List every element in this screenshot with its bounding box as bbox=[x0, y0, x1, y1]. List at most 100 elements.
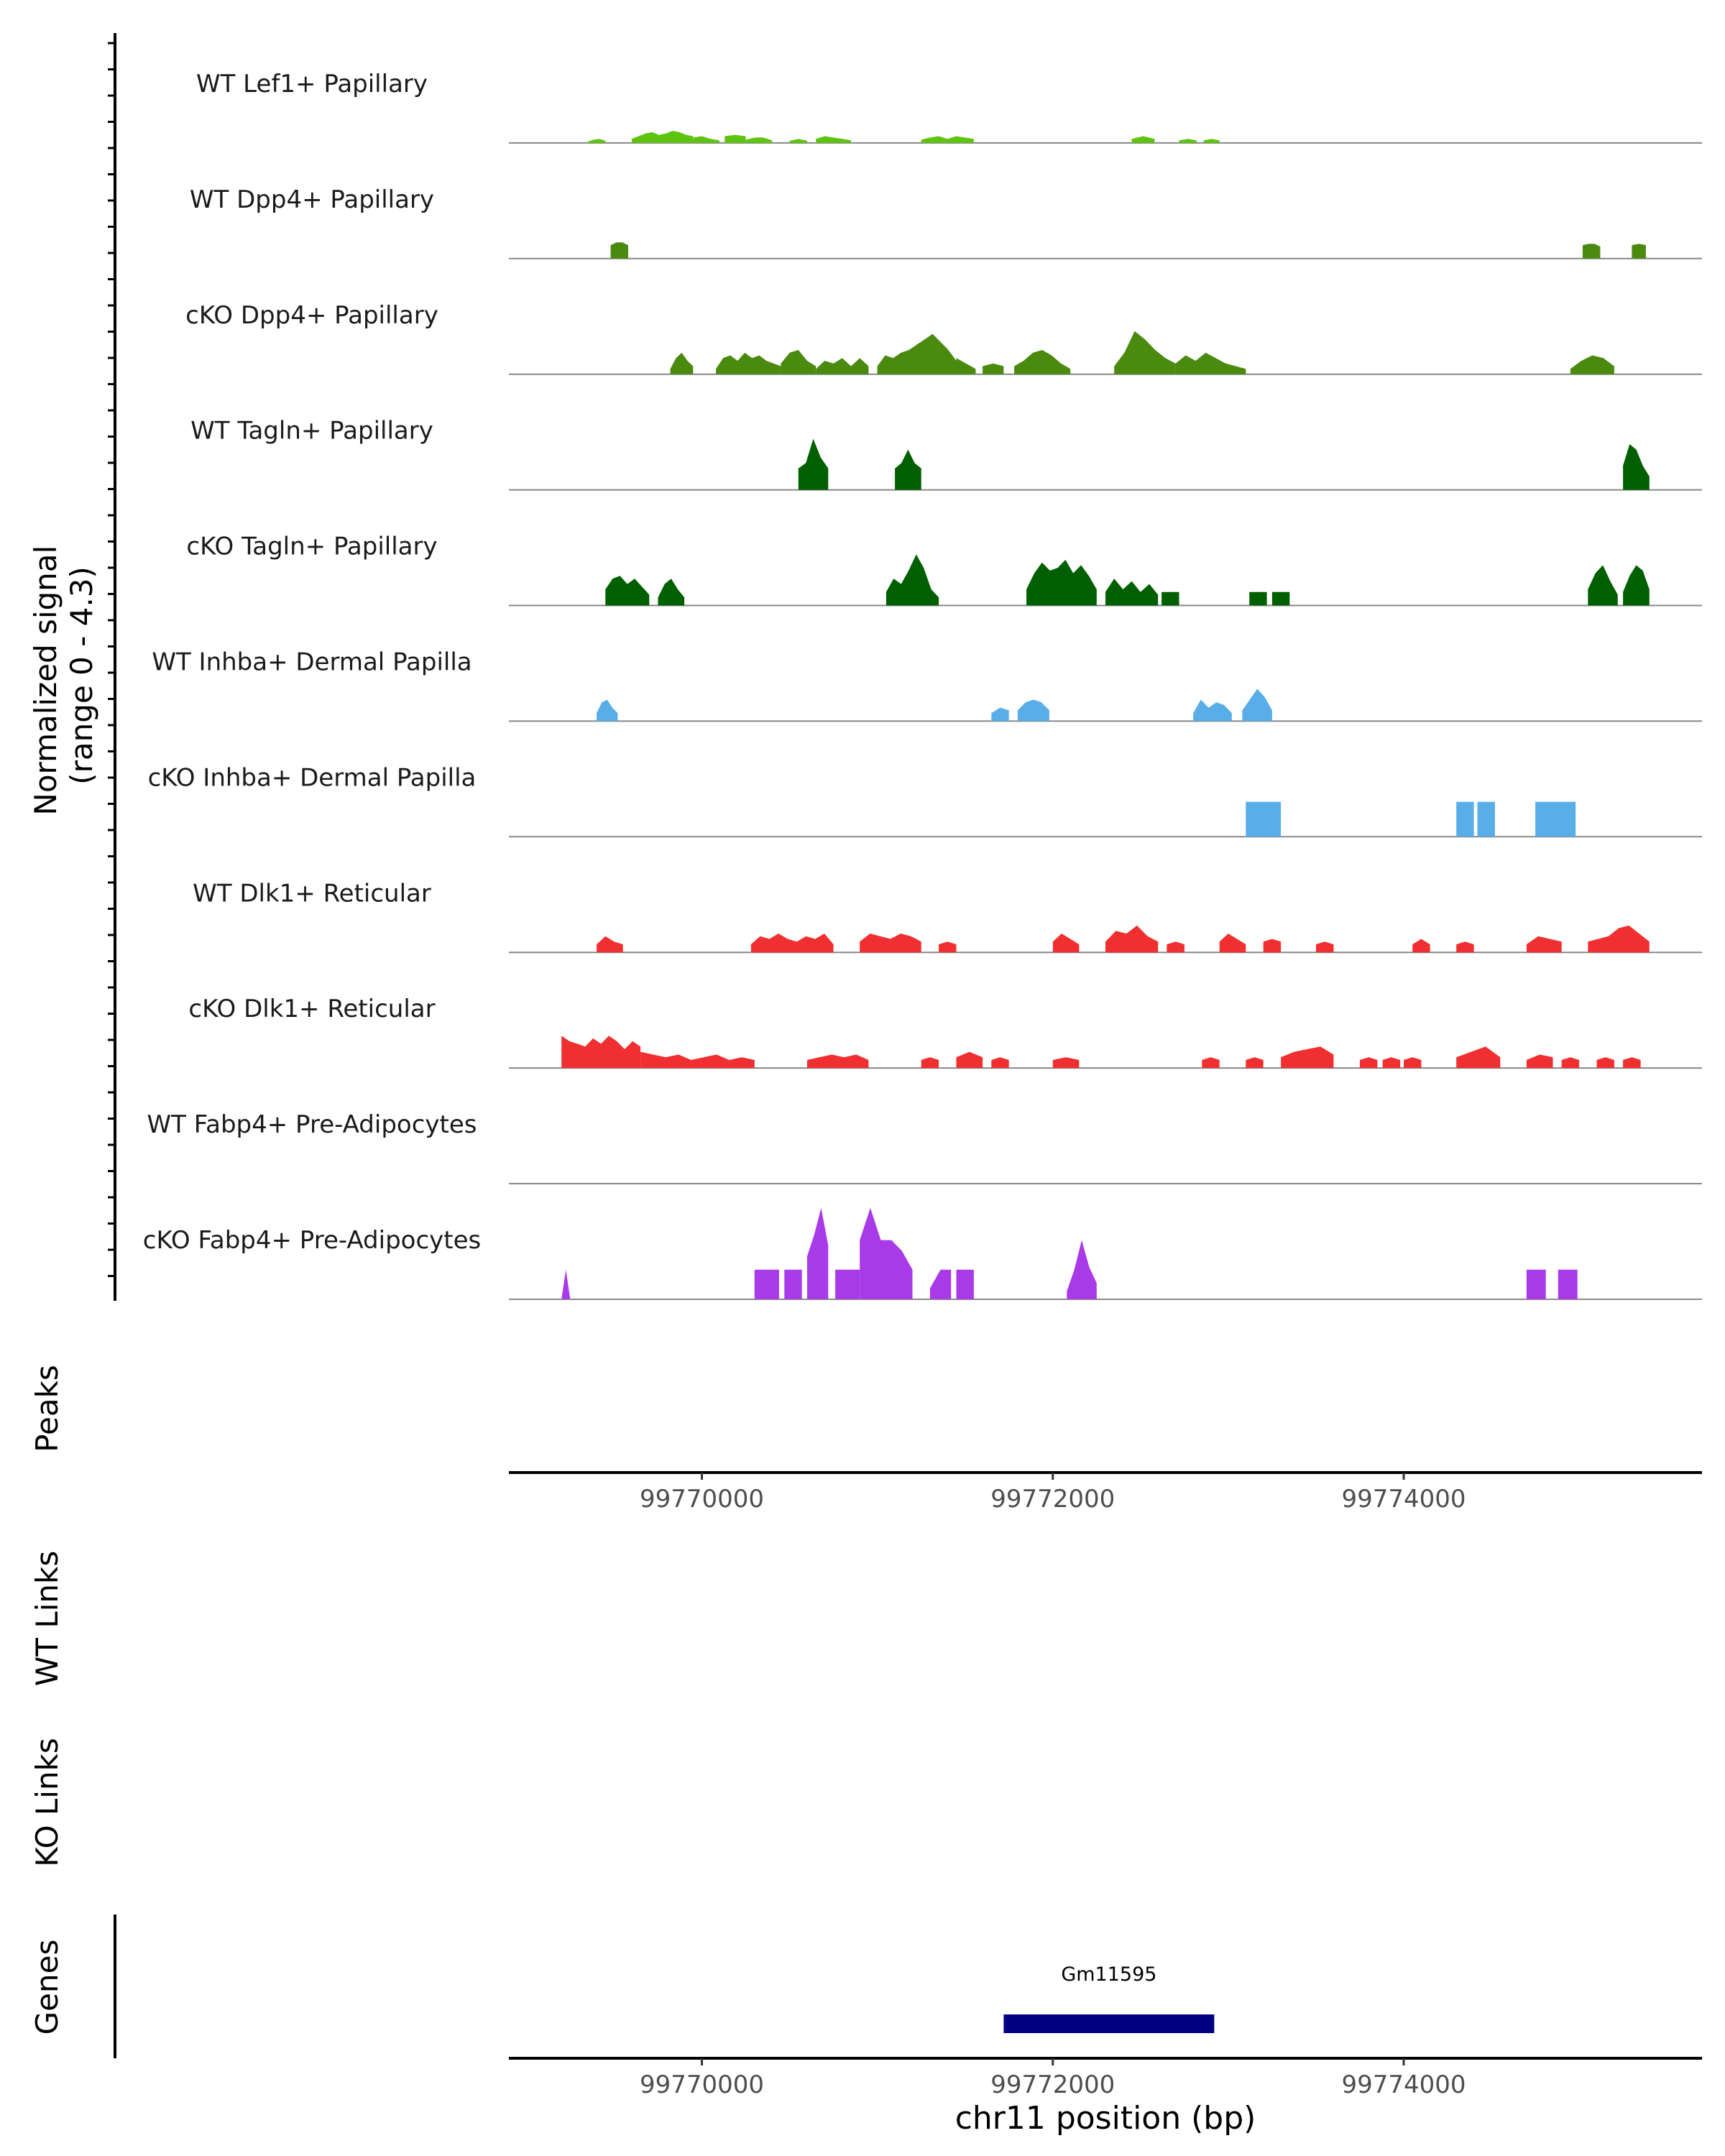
signal-area bbox=[807, 1054, 869, 1069]
signal-area bbox=[1623, 565, 1650, 606]
track-label: WT Lef1+ Papillary bbox=[196, 70, 428, 98]
signal-area bbox=[939, 941, 957, 953]
x-axis-tick-label: 99772000 bbox=[990, 2070, 1115, 2099]
signal-area bbox=[789, 139, 807, 143]
signal-area bbox=[716, 352, 781, 374]
signal-area bbox=[670, 352, 694, 374]
signal-area bbox=[745, 137, 773, 143]
track-label: WT Dpp4+ Papillary bbox=[190, 185, 434, 214]
signal-area bbox=[956, 1269, 974, 1299]
signal-area bbox=[724, 134, 746, 143]
signal-area bbox=[1623, 444, 1650, 490]
x-axis-tick-label: 99774000 bbox=[1341, 1485, 1466, 1514]
signal-area bbox=[587, 139, 606, 143]
signal-area bbox=[1114, 331, 1176, 374]
signal-axis-label: Normalized signal (range 0 - 4.3) bbox=[28, 535, 99, 815]
signal-area bbox=[1242, 688, 1272, 722]
x-axis-tick-label: 99774000 bbox=[1341, 2070, 1466, 2099]
signal-area bbox=[1526, 936, 1562, 953]
signal-area bbox=[1219, 934, 1246, 953]
x-axis-tick-label: 99770000 bbox=[640, 2070, 764, 2099]
track-label: cKO Inhba+ Dermal Papilla bbox=[148, 763, 477, 792]
genes-x-axis: 99770000 99772000 99774000 bbox=[640, 2058, 1466, 2099]
genes-track: Gm11595 bbox=[1003, 1963, 1215, 2033]
signal-area bbox=[561, 1036, 641, 1069]
track-label: cKO Fabp4+ Pre-Adipocytes bbox=[143, 1226, 482, 1255]
ko-links-panel-label: KO Links bbox=[29, 1738, 65, 1867]
signal-area bbox=[860, 1207, 913, 1299]
signal-area bbox=[1623, 1057, 1641, 1069]
signal-area bbox=[750, 934, 834, 953]
signal-area bbox=[610, 242, 628, 259]
signal-area bbox=[1412, 939, 1430, 953]
signal-area bbox=[1315, 941, 1334, 953]
track-7: WT Dlk1+ Reticular bbox=[193, 879, 1702, 954]
signal-area bbox=[1175, 352, 1246, 374]
peaks-panel-label: Peaks bbox=[29, 1365, 65, 1452]
signal-area bbox=[1561, 1057, 1580, 1069]
signal-area bbox=[895, 449, 921, 490]
track-8: cKO Dlk1+ Reticular bbox=[188, 995, 1702, 1069]
signal-area bbox=[1014, 350, 1071, 374]
signal-area bbox=[1105, 925, 1159, 953]
signal-area bbox=[631, 131, 694, 143]
signal-area bbox=[605, 576, 650, 606]
signal-area bbox=[658, 579, 685, 606]
track-0: WT Lef1+ Papillary bbox=[196, 70, 1702, 144]
signal-area bbox=[1271, 591, 1290, 606]
signal-area bbox=[991, 707, 1009, 722]
signal-area bbox=[693, 136, 719, 143]
signal-area bbox=[1570, 355, 1614, 374]
x-axis-label: chr11 position (bp) bbox=[955, 2100, 1256, 2137]
signal-area bbox=[1382, 1057, 1401, 1069]
track-label: cKO Dlk1+ Reticular bbox=[188, 995, 435, 1023]
signal-area bbox=[1167, 941, 1184, 953]
signal-area bbox=[983, 363, 1004, 374]
genes-panel-label: Genes bbox=[29, 1940, 65, 2035]
signal-area bbox=[1583, 244, 1601, 259]
signal-area bbox=[1588, 925, 1650, 953]
signal-area bbox=[1202, 1057, 1220, 1069]
signal-area bbox=[1017, 699, 1049, 722]
peaks-x-axis: 99770000 99772000 99774000 bbox=[640, 1473, 1466, 1514]
track-6: cKO Inhba+ Dermal Papilla bbox=[148, 763, 1702, 838]
signal-area bbox=[1052, 934, 1080, 953]
signal-area bbox=[1281, 1046, 1334, 1069]
signal-area bbox=[835, 1269, 860, 1299]
signal-area bbox=[1588, 565, 1618, 606]
signal-area bbox=[1526, 1054, 1553, 1069]
signal-area bbox=[1131, 136, 1155, 143]
track-label: WT Fabp4+ Pre-Adipocytes bbox=[147, 1110, 477, 1139]
track-5: WT Inhba+ Dermal Papilla bbox=[152, 648, 1702, 722]
signal-area bbox=[877, 333, 957, 374]
signal-area bbox=[1456, 801, 1474, 837]
signal-area bbox=[1179, 139, 1197, 143]
signal-area bbox=[798, 438, 829, 490]
track-2: cKO Dpp4+ Papillary bbox=[185, 301, 1702, 375]
signal-area bbox=[1193, 699, 1232, 722]
signal-area bbox=[1203, 139, 1220, 143]
signal-area bbox=[1404, 1057, 1422, 1069]
signal-area bbox=[929, 1269, 952, 1299]
track-3: WT Tagln+ Papillary bbox=[190, 417, 1702, 491]
signal-area bbox=[1263, 939, 1282, 953]
coverage-tracks: WT Lef1+ Papillary WT Dpp4+ Papillary cKO … bbox=[143, 70, 1702, 1300]
signal-axis-label-line2: (range 0 - 4.3) bbox=[64, 566, 99, 785]
track-label: cKO Tagln+ Papillary bbox=[186, 533, 437, 561]
signal-area bbox=[956, 358, 976, 374]
signal-area bbox=[561, 1269, 571, 1299]
signal-area bbox=[1105, 579, 1159, 606]
signal-area bbox=[1477, 801, 1495, 837]
signal-area bbox=[991, 1057, 1009, 1069]
signal-axis-ticks bbox=[108, 42, 115, 1277]
signal-area bbox=[1246, 801, 1282, 837]
signal-area bbox=[1456, 1046, 1501, 1069]
signal-area bbox=[1526, 1269, 1546, 1299]
signal-area bbox=[781, 350, 816, 374]
track-label: WT Tagln+ Papillary bbox=[190, 417, 433, 446]
track-label: WT Dlk1+ Reticular bbox=[193, 879, 431, 908]
signal-area bbox=[851, 358, 869, 374]
signal-area bbox=[807, 1207, 829, 1299]
